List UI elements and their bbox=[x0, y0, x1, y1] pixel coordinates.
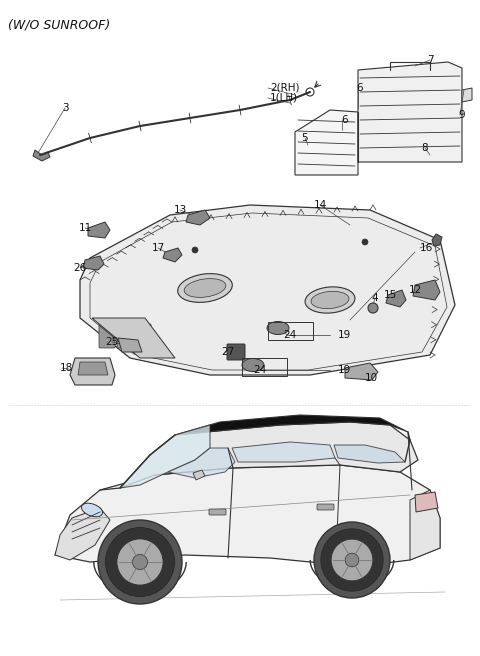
Text: 19: 19 bbox=[338, 365, 351, 375]
Circle shape bbox=[98, 520, 182, 604]
Text: 4: 4 bbox=[372, 293, 378, 303]
Polygon shape bbox=[83, 256, 104, 270]
Text: 11: 11 bbox=[78, 223, 92, 233]
Circle shape bbox=[132, 554, 147, 569]
Text: 19: 19 bbox=[338, 330, 351, 340]
Text: 6: 6 bbox=[357, 83, 363, 93]
Polygon shape bbox=[120, 425, 210, 488]
Polygon shape bbox=[92, 318, 175, 358]
Circle shape bbox=[362, 239, 368, 245]
Polygon shape bbox=[118, 338, 142, 352]
Circle shape bbox=[192, 247, 198, 253]
Circle shape bbox=[331, 539, 373, 581]
Ellipse shape bbox=[242, 358, 264, 371]
Text: 14: 14 bbox=[313, 200, 326, 210]
Ellipse shape bbox=[184, 279, 226, 297]
Polygon shape bbox=[120, 422, 418, 488]
Text: 25: 25 bbox=[106, 337, 119, 347]
Ellipse shape bbox=[82, 503, 103, 517]
FancyBboxPatch shape bbox=[135, 324, 151, 348]
Polygon shape bbox=[80, 205, 455, 375]
FancyBboxPatch shape bbox=[227, 344, 245, 360]
Text: 15: 15 bbox=[384, 290, 396, 300]
Ellipse shape bbox=[305, 287, 355, 313]
Ellipse shape bbox=[311, 291, 349, 308]
Text: 9: 9 bbox=[459, 110, 465, 120]
Text: 6: 6 bbox=[342, 115, 348, 125]
Polygon shape bbox=[70, 358, 115, 385]
Polygon shape bbox=[413, 280, 440, 300]
Circle shape bbox=[368, 303, 378, 313]
Text: 26: 26 bbox=[73, 263, 86, 273]
FancyBboxPatch shape bbox=[209, 509, 226, 515]
Text: 17: 17 bbox=[151, 243, 165, 253]
Text: 16: 16 bbox=[420, 243, 433, 253]
Text: 27: 27 bbox=[221, 347, 235, 357]
Polygon shape bbox=[295, 110, 358, 175]
Polygon shape bbox=[55, 508, 110, 560]
Circle shape bbox=[314, 522, 390, 598]
Polygon shape bbox=[345, 363, 378, 380]
Text: 3: 3 bbox=[62, 103, 68, 113]
Text: 12: 12 bbox=[408, 285, 421, 295]
Polygon shape bbox=[358, 62, 462, 162]
Ellipse shape bbox=[267, 321, 289, 335]
Polygon shape bbox=[410, 490, 440, 560]
Circle shape bbox=[106, 527, 174, 596]
Text: 2(RH): 2(RH) bbox=[270, 83, 300, 93]
Polygon shape bbox=[33, 150, 50, 161]
Polygon shape bbox=[193, 470, 205, 480]
Text: 24: 24 bbox=[253, 365, 266, 375]
Ellipse shape bbox=[178, 274, 232, 302]
Text: 18: 18 bbox=[60, 363, 73, 373]
FancyBboxPatch shape bbox=[317, 504, 334, 510]
Polygon shape bbox=[415, 492, 438, 512]
Circle shape bbox=[321, 529, 383, 591]
Polygon shape bbox=[462, 88, 472, 102]
Polygon shape bbox=[55, 465, 440, 565]
Circle shape bbox=[345, 553, 359, 567]
Polygon shape bbox=[163, 248, 182, 262]
Polygon shape bbox=[88, 222, 110, 238]
Text: 8: 8 bbox=[422, 143, 428, 153]
Text: 1(LH): 1(LH) bbox=[270, 93, 298, 103]
Text: 13: 13 bbox=[173, 205, 187, 215]
Polygon shape bbox=[386, 290, 406, 307]
Polygon shape bbox=[175, 415, 408, 435]
Circle shape bbox=[117, 539, 163, 585]
Text: 7: 7 bbox=[427, 55, 433, 65]
FancyBboxPatch shape bbox=[117, 324, 133, 348]
Text: 5: 5 bbox=[302, 133, 308, 143]
Polygon shape bbox=[186, 210, 210, 225]
Polygon shape bbox=[78, 362, 108, 375]
FancyBboxPatch shape bbox=[99, 324, 115, 348]
Polygon shape bbox=[334, 445, 405, 463]
Text: 24: 24 bbox=[283, 330, 297, 340]
Polygon shape bbox=[232, 442, 335, 462]
Text: 10: 10 bbox=[365, 373, 378, 383]
Polygon shape bbox=[168, 448, 235, 478]
Polygon shape bbox=[432, 234, 442, 246]
Text: (W/O SUNROOF): (W/O SUNROOF) bbox=[8, 18, 110, 31]
